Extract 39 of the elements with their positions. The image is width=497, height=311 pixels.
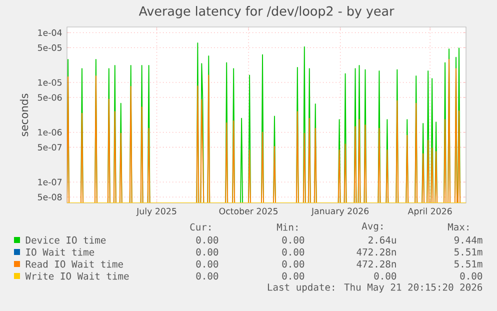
x-tick-label: October 2025 bbox=[219, 208, 278, 214]
y-tick-label: 5e-05 bbox=[38, 44, 62, 51]
chart-title: Average latency for /dev/loop2 - by year bbox=[138, 6, 394, 18]
text: 0.00 bbox=[282, 236, 304, 244]
text: Min: bbox=[277, 223, 298, 231]
text: 9.44m bbox=[454, 236, 482, 244]
y-axis-title: seconds bbox=[20, 94, 28, 136]
text: 0.00 bbox=[196, 236, 218, 244]
text: Max: bbox=[448, 223, 468, 231]
y-tick-label: 5e-06 bbox=[38, 94, 62, 101]
x-tick-label: April 2026 bbox=[408, 208, 452, 216]
text: 0.00 bbox=[282, 272, 304, 280]
text: 472.28n bbox=[356, 248, 396, 256]
text: 0.00 bbox=[196, 260, 218, 268]
text: 0.00 bbox=[282, 260, 304, 268]
text: 0.00 bbox=[196, 248, 218, 256]
text: 2.64u bbox=[368, 236, 396, 244]
text: 0.00 bbox=[460, 272, 482, 280]
y-tick-label: 1e-05 bbox=[38, 79, 62, 86]
legend-label: Read IO Wait time bbox=[26, 260, 123, 268]
y-tick-label: 5e-07 bbox=[38, 144, 62, 151]
text: 0.00 bbox=[374, 272, 396, 280]
text: 5.51m bbox=[454, 260, 482, 268]
y-tick-label: 1e-07 bbox=[38, 178, 62, 186]
legend-label: IO Wait time bbox=[26, 248, 94, 256]
text: 5.51m bbox=[454, 248, 482, 256]
y-tick-label: 5e-08 bbox=[38, 194, 62, 200]
text: Cur: bbox=[190, 223, 210, 231]
text: 0.00 bbox=[282, 248, 304, 256]
text: 472.28n bbox=[356, 260, 396, 268]
x-tick-label: January 2026 bbox=[311, 208, 369, 216]
legend-label: Device IO time bbox=[26, 236, 106, 244]
legend-label: Write IO Wait time bbox=[25, 272, 129, 280]
x-tick-label: July 2025 bbox=[136, 208, 176, 216]
text: Last update: Thu May 21 20:15:20 2026 bbox=[268, 283, 482, 293]
text: 0.00 bbox=[196, 272, 218, 280]
y-tick-label: 1e-06 bbox=[38, 129, 62, 136]
y-tick-label: 1e-04 bbox=[38, 29, 62, 36]
text: Avg: bbox=[362, 222, 382, 232]
